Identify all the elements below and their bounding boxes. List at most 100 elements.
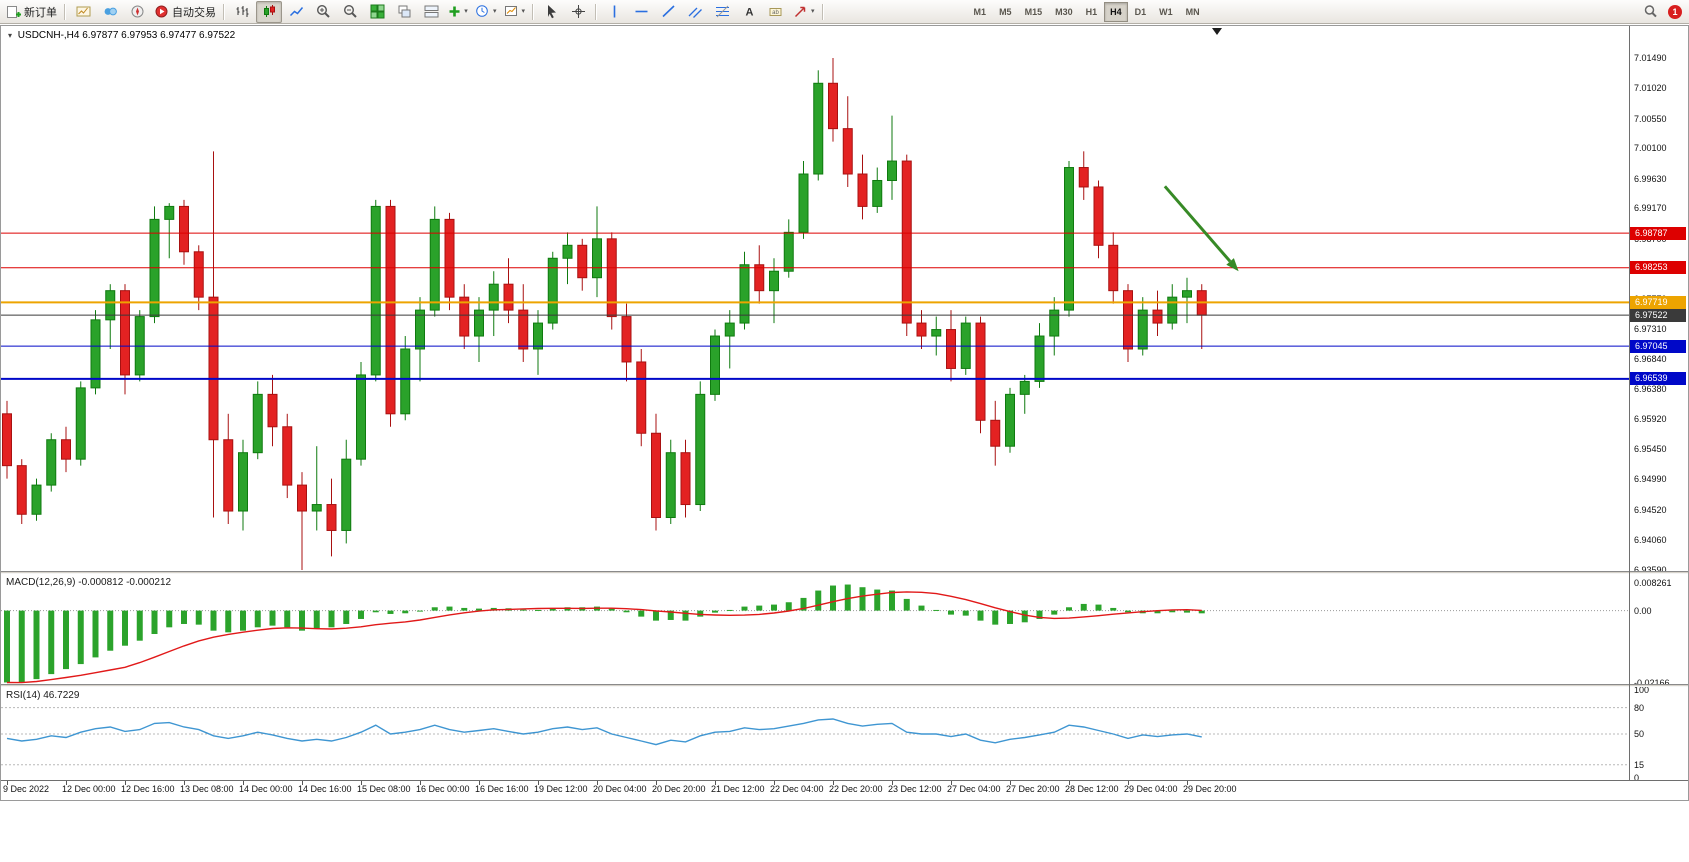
- chart-shift-marker[interactable]: [1212, 28, 1222, 35]
- template-button[interactable]: ▾: [501, 1, 529, 23]
- candle: [297, 472, 307, 570]
- tile-windows-icon: [370, 4, 385, 19]
- candle: [739, 251, 750, 330]
- horizontal-line-tool-button[interactable]: [628, 1, 654, 23]
- candle: [415, 297, 425, 382]
- data-window-button[interactable]: [97, 1, 123, 23]
- time-axis-tick: [302, 781, 303, 785]
- timeframe-mn[interactable]: MN: [1185, 6, 1200, 17]
- macd-pane[interactable]: [1, 575, 1629, 685]
- market-watch-button[interactable]: [70, 1, 96, 23]
- market-watch-icon: [76, 4, 91, 19]
- candle: [606, 232, 617, 330]
- candle: [842, 96, 853, 187]
- line-chart-type-button[interactable]: [283, 1, 309, 23]
- candle: [1123, 284, 1133, 362]
- hline-price-tag: 6.98787: [1630, 227, 1686, 240]
- main-chart-pane[interactable]: [1, 27, 1629, 572]
- pane-divider[interactable]: [0, 684, 1689, 687]
- toolbar-separator: [64, 3, 66, 20]
- time-axis-label: 22 Dec 04:00: [770, 784, 824, 794]
- dropdown-caret-icon: ▾: [521, 8, 526, 15]
- price-axis-label: 6.94520: [1634, 504, 1667, 515]
- channel-tool-button[interactable]: [682, 1, 708, 23]
- trend-arrow[interactable]: [1163, 185, 1239, 272]
- navigator-button[interactable]: [124, 1, 150, 23]
- timeframe-m5[interactable]: M5: [999, 6, 1012, 17]
- channel-icon: [688, 4, 703, 19]
- hline-price-tag: 6.97522: [1630, 309, 1686, 322]
- bar-chart-type-button[interactable]: [229, 1, 255, 23]
- timeframe-h4[interactable]: H4: [1104, 1, 1128, 22]
- time-axis-tick: [833, 781, 834, 785]
- time-axis-label: 14 Dec 00:00: [239, 784, 293, 794]
- tile-windows-button[interactable]: [364, 1, 390, 23]
- arrange-windows-button[interactable]: [418, 1, 444, 23]
- chart-menu-icon[interactable]: ▾: [8, 31, 13, 40]
- zoom-out-icon: [343, 4, 358, 19]
- time-axis-tick: [361, 781, 362, 785]
- candle: [1005, 387, 1015, 453]
- notification-badge[interactable]: 1: [1668, 4, 1682, 19]
- price-axis-label: 6.96380: [1634, 384, 1667, 395]
- rsi-axis-label: 100: [1634, 685, 1650, 695]
- fibonacci-tool-button[interactable]: [709, 1, 735, 23]
- timeframe-m30[interactable]: M30: [1055, 6, 1073, 17]
- candle: [1093, 180, 1104, 259]
- timeframe-m15[interactable]: M15: [1024, 6, 1043, 17]
- candle: [164, 203, 175, 259]
- timeframe-m1[interactable]: M1: [973, 6, 987, 17]
- timeframe-d1[interactable]: D1: [1134, 6, 1147, 17]
- new-order-button[interactable]: 新订单: [3, 1, 60, 23]
- timeframe-h1[interactable]: H1: [1085, 6, 1098, 17]
- candle: [208, 151, 219, 518]
- zoom-in-button[interactable]: [310, 1, 336, 23]
- shapes-tool-button[interactable]: ▾: [790, 1, 818, 23]
- pane-divider[interactable]: [0, 571, 1689, 574]
- zoom-out-button[interactable]: [337, 1, 363, 23]
- cursor-tool-button[interactable]: [538, 1, 564, 23]
- auto-trading-icon: [154, 4, 169, 19]
- crosshair-tool-button[interactable]: [565, 1, 591, 23]
- candle: [459, 284, 470, 349]
- toolbar: 新订单 自动交易 ▾ ▾ ▾: [0, 0, 1689, 24]
- timeframe-w1[interactable]: W1: [1159, 6, 1173, 17]
- time-axis-tick: [1010, 781, 1011, 785]
- candle: [577, 238, 588, 291]
- time-axis-label: 21 Dec 12:00: [711, 784, 765, 794]
- candle: [341, 439, 352, 544]
- time-axis-label: 13 Dec 08:00: [180, 784, 234, 794]
- candle: [754, 245, 765, 304]
- candle: [488, 271, 499, 337]
- candle: [665, 439, 676, 524]
- time-axis-label: 12 Dec 16:00: [121, 784, 175, 794]
- candle: [1182, 277, 1192, 324]
- time-axis-tick: [1128, 781, 1129, 785]
- time-axis-label: 14 Dec 16:00: [298, 784, 352, 794]
- search-button[interactable]: [1637, 1, 1663, 23]
- candlestick-chart-type-button[interactable]: [256, 0, 282, 23]
- candle: [1034, 323, 1045, 388]
- period-button[interactable]: ▾: [472, 1, 500, 23]
- toolbar-separator: [595, 3, 598, 20]
- candle: [149, 206, 160, 324]
- candle: [783, 219, 794, 278]
- time-axis-tick: [538, 781, 539, 785]
- candle: [916, 310, 927, 349]
- add-indicator-button[interactable]: ▾: [445, 1, 471, 23]
- trendline-tool-button[interactable]: [655, 1, 681, 23]
- price-axis-label: 7.00100: [1634, 143, 1667, 154]
- auto-trading-button[interactable]: 自动交易: [151, 1, 219, 23]
- candle: [179, 199, 189, 265]
- hline-price-tag: 6.98253: [1630, 261, 1686, 274]
- rsi-pane[interactable]: [1, 688, 1629, 780]
- macd-signal-line: [6, 591, 1202, 684]
- time-axis-label: 29 Dec 04:00: [1124, 784, 1178, 794]
- text-tool-button[interactable]: A: [736, 1, 762, 23]
- cascade-windows-button[interactable]: [391, 1, 417, 23]
- vertical-line-tool-button[interactable]: [601, 1, 627, 23]
- label-tool-button[interactable]: ab: [763, 1, 789, 23]
- new-order-label: 新订单: [24, 6, 57, 19]
- hline-price-tag: 6.97045: [1630, 340, 1686, 353]
- candle: [31, 478, 42, 521]
